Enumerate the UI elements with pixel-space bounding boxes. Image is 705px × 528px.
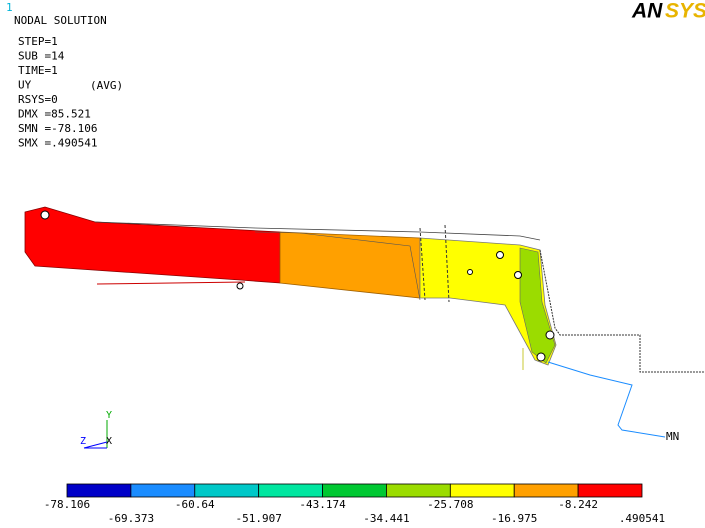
legend-band [386, 483, 451, 498]
min-label: MN [666, 430, 679, 443]
legend-label: -60.64 [175, 498, 215, 511]
legend-band [130, 483, 196, 498]
legend-label: -8.242 [558, 498, 598, 511]
logo-sys: SYS [665, 0, 705, 23]
info-line: SUB =14 [18, 50, 65, 63]
legend-label: -34.441 [363, 512, 409, 525]
info-line: SMX =.490541 [18, 137, 97, 150]
info-line: TIME=1 [18, 64, 58, 77]
logo-an: AN [631, 0, 663, 23]
info-line: SMN =-78.106 [18, 122, 97, 135]
legend-label: -69.373 [108, 512, 154, 525]
triad-x: X [106, 436, 112, 447]
legend-label: .490541 [619, 512, 665, 525]
legend-band [322, 483, 387, 498]
legend-label: -51.907 [235, 512, 281, 525]
legend-band [194, 483, 260, 498]
axis-triad: Y Z X [80, 410, 112, 449]
info-line: UY [18, 79, 32, 92]
info-line: STEP=1 [18, 35, 58, 48]
triad-z: Z [80, 436, 86, 447]
contour-legend: -78.106 -69.373 -60.64 -51.907 -43.174 -34.44… [44, 483, 665, 525]
legend-band [258, 483, 323, 498]
boom-model [24, 206, 705, 438]
avg-label: (AVG) [90, 79, 123, 92]
legend-label: -78.106 [44, 498, 90, 511]
window-number: 1 [6, 1, 13, 14]
result-title: NODAL SOLUTION [14, 14, 107, 27]
legend-label: -16.975 [491, 512, 537, 525]
legend-band [577, 483, 643, 498]
info-line: RSYS=0 [18, 93, 58, 106]
legend-band [449, 483, 515, 498]
legend-band [513, 483, 579, 498]
legend-label: -43.174 [299, 498, 346, 511]
info-line: DMX =85.521 [18, 108, 91, 121]
triad-y: Y [106, 410, 112, 421]
legend-label: -25.708 [427, 498, 473, 511]
legend-band [66, 483, 132, 498]
